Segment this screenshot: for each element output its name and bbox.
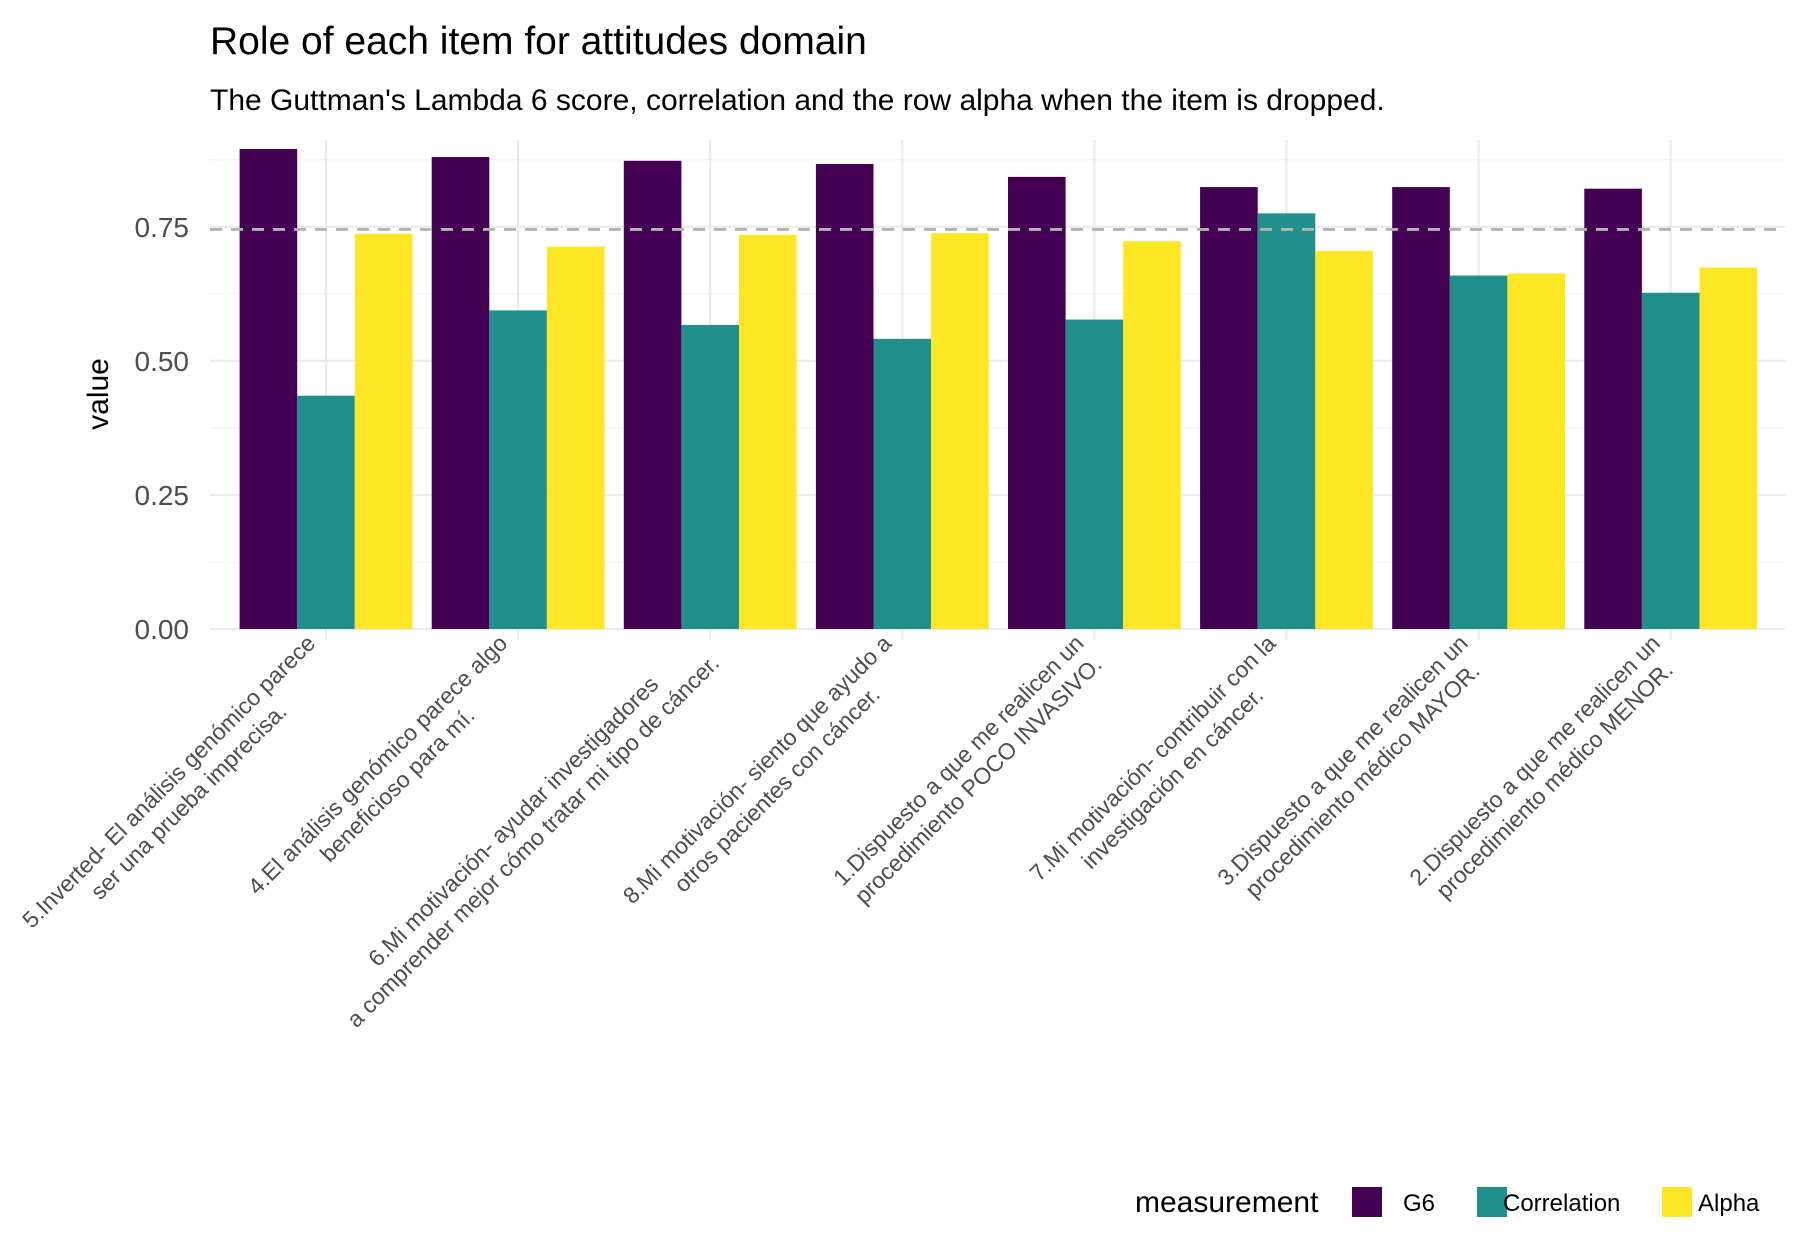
x-tick-label-line: procedimiento médico MENOR. [1431, 656, 1678, 903]
y-tick-label: 0.25 [135, 480, 190, 511]
bar-g6-8 [1584, 188, 1642, 630]
bar-g6-2 [431, 157, 490, 630]
y-tick-label: 0.50 [135, 346, 190, 377]
legend-title: measurement [1135, 1186, 1319, 1219]
bar-correlation-8 [1641, 292, 1700, 629]
y-tick-label: 0.75 [135, 212, 190, 243]
x-axis-ticks: 5.Inverted- El análisis genómico pareces… [17, 630, 1678, 1033]
bar-alpha-8 [1699, 267, 1758, 629]
bar-correlation-2 [489, 310, 547, 629]
legend-key-correlation [1477, 1187, 1507, 1217]
bar-alpha-1 [354, 233, 413, 629]
chart-title: Role of each item for attitudes domain [210, 20, 867, 63]
legend-key-alpha [1662, 1187, 1692, 1217]
x-tick-label-line: 5.Inverted- El análisis genómico parece [17, 630, 320, 933]
legend-label-correlation: Correlation [1503, 1190, 1620, 1217]
bar-correlation-7 [1449, 275, 1508, 629]
bar-g6-3 [623, 160, 682, 629]
bar-alpha-6 [1315, 250, 1373, 629]
legend-label-alpha: Alpha [1698, 1190, 1760, 1217]
bar-alpha-3 [739, 234, 797, 629]
y-axis-ticks: 0.00 0.25 0.50 0.75 [135, 212, 190, 645]
x-tick-label-text: 6.Mi motivación- ayudar investigadoresa … [322, 630, 724, 1032]
bar-correlation-5 [1065, 319, 1124, 629]
x-tick-label-text: 5.Inverted- El análisis genómico pareces… [17, 630, 340, 953]
bars [239, 149, 1758, 630]
bar-correlation-3 [681, 324, 739, 629]
bar-g6-1 [239, 149, 298, 629]
x-tick-label-line: procedimiento médico MAYOR. [1240, 657, 1485, 902]
bar-correlation-4 [873, 338, 932, 629]
bar-g6-4 [815, 164, 874, 629]
x-tick-label: 5.Inverted- El análisis genómico pareces… [17, 630, 340, 953]
bar-g6-6 [1200, 187, 1258, 629]
legend-key-g6 [1352, 1187, 1382, 1217]
legend: measurement G6 Correlation Alpha [1135, 1186, 1760, 1219]
bar-g6-5 [1008, 176, 1066, 629]
bar-alpha-7 [1507, 273, 1565, 629]
bar-correlation-1 [297, 395, 355, 629]
bar-correlation-6 [1257, 213, 1316, 629]
chart-subtitle: The Guttman's Lambda 6 score, correlatio… [210, 84, 1385, 117]
bar-g6-7 [1392, 187, 1450, 629]
x-tick-label: 6.Mi motivación- ayudar investigadoresa … [322, 630, 725, 1033]
x-tick-label-line: procedimiento POCO INVASIVO. [849, 651, 1107, 909]
y-axis-title: value [82, 358, 115, 430]
bar-alpha-2 [546, 246, 605, 629]
bar-alpha-4 [931, 233, 989, 629]
bar-alpha-5 [1123, 241, 1181, 630]
y-tick-label: 0.00 [135, 614, 190, 645]
legend-label-g6: G6 [1403, 1190, 1435, 1217]
